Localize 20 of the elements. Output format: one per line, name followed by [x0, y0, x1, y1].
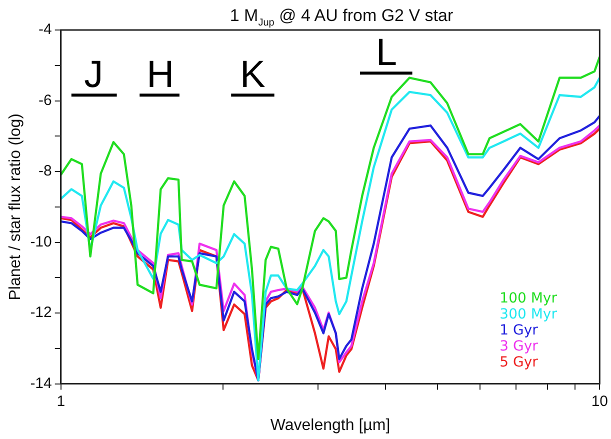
- text: 1 Gyr: [500, 322, 538, 338]
- x-tick-label: 10: [591, 392, 608, 410]
- annotation: K: [240, 54, 266, 96]
- annotation: L: [376, 32, 397, 74]
- x-axis-title: Wavelength [µm]: [270, 416, 390, 434]
- chart-title: 1 M$_{Jup}$ @ 4 AU from G2 V star: [228, 6, 454, 28]
- x-tick-label: 1: [56, 392, 66, 410]
- y-tick-label: -10: [30, 233, 52, 250]
- annotation: J: [84, 54, 104, 96]
- y-tick-label: -14: [30, 374, 52, 392]
- text: 5 Gyr: [500, 354, 538, 370]
- text: 3 Gyr: [500, 338, 538, 354]
- y-tick-label: -4: [38, 21, 52, 38]
- text: 100 Myr: [500, 290, 558, 306]
- y-tick-label: -12: [30, 304, 52, 322]
- annotation: H: [146, 54, 174, 96]
- y-tick-label: -6: [38, 92, 52, 109]
- y-axis-title: Planet / star flux ratio (log): [7, 114, 24, 300]
- text: 300 Myr: [500, 306, 558, 322]
- y-tick-label: -8: [38, 162, 52, 180]
